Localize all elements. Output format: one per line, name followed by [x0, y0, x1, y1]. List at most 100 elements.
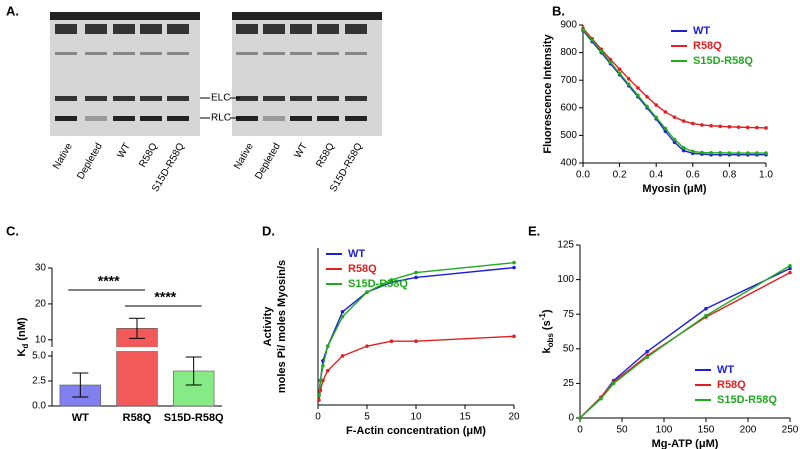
panel-label: D.: [262, 223, 275, 238]
data-point: [599, 396, 603, 401]
y-tick-label: 20: [35, 299, 47, 310]
data-point: [718, 124, 723, 129]
label-part: obs: [546, 333, 555, 348]
gel-band: [290, 116, 312, 121]
data-point: [326, 344, 330, 348]
gel-band: [167, 96, 189, 101]
data-point: [389, 278, 394, 282]
y-axis-title: Activity: [262, 306, 274, 347]
data-point: [764, 151, 768, 155]
data-point: [736, 151, 741, 155]
data-point: [317, 393, 321, 397]
data-point: [617, 67, 622, 71]
gel-band: [55, 116, 77, 121]
y-tick-label: 10: [35, 334, 47, 345]
gel-band: [55, 96, 77, 101]
gel-band: [317, 24, 339, 34]
bar: [116, 328, 158, 407]
lane-label: WT: [116, 141, 133, 160]
x-tick-label: 50: [616, 425, 628, 436]
x-tick-label: 150: [698, 425, 715, 436]
gel-band: [167, 24, 189, 34]
data-point: [788, 266, 792, 271]
gel-band: [236, 24, 258, 34]
lane-label: R58Q: [314, 141, 337, 169]
x-tick-label: 5: [364, 412, 370, 423]
label-part: d: [21, 344, 30, 349]
y-tick-label: 800: [560, 47, 577, 58]
data-point: [755, 125, 759, 130]
data-point: [718, 150, 723, 155]
data-point: [512, 265, 516, 270]
data-point: [727, 125, 732, 129]
data-point: [663, 126, 668, 131]
data-point: [317, 398, 321, 402]
y-axis-title: Kd (nM): [16, 317, 30, 356]
gel-band: [85, 52, 107, 55]
label-part: ): [541, 309, 553, 313]
y-tick-label: 0: [568, 413, 574, 424]
panel-label: A.: [6, 3, 19, 18]
y-tick-label: 125: [557, 240, 574, 251]
label-part: (nM): [16, 317, 28, 344]
data-point: [745, 125, 750, 130]
label-part: K: [16, 349, 28, 357]
data-point: [700, 123, 704, 127]
gel-band: [263, 24, 285, 34]
data-point: [599, 49, 604, 54]
data-point: [318, 378, 323, 383]
series-line: [318, 335, 515, 401]
data-point: [691, 149, 695, 154]
data-point: [681, 148, 686, 153]
data-point: [578, 416, 582, 420]
panel-label: B.: [552, 3, 565, 18]
x-tick-label: R58Q: [123, 412, 152, 424]
data-point: [414, 339, 418, 344]
y-tick-label: 600: [560, 102, 577, 113]
series-line: [582, 27, 767, 129]
y-tick-label: 400: [560, 158, 577, 169]
data-point: [636, 93, 640, 98]
gel-band: [263, 52, 285, 55]
x-tick-label: S15D-R58Q: [164, 412, 224, 424]
gel-band: [236, 52, 258, 55]
y-axis-title: kobs (s-1): [538, 309, 555, 353]
y-tick-label: 25: [563, 378, 575, 389]
gel-top: [232, 12, 382, 20]
gel-band: [85, 96, 107, 101]
data-point: [645, 355, 649, 359]
data-point: [365, 290, 369, 294]
x-tick-label: 0.4: [649, 170, 663, 181]
data-point: [626, 82, 631, 87]
gel-top: [50, 12, 200, 20]
x-tick-label: 200: [740, 425, 757, 436]
lane-label: Native: [232, 141, 256, 171]
label-part: (s: [541, 320, 553, 333]
data-point: [654, 115, 658, 120]
legend-label: S15D-R58Q: [717, 394, 777, 406]
data-point: [654, 103, 658, 107]
legend-label: R58Q: [717, 379, 746, 391]
label-part: k: [541, 347, 553, 354]
data-point: [340, 309, 345, 314]
data-point: [645, 104, 649, 109]
data-point: [788, 270, 792, 275]
data-point: [727, 151, 732, 155]
x-tick-label: 0.0: [576, 170, 590, 181]
lane-label: WT: [293, 141, 310, 160]
x-tick-label: 0.8: [722, 170, 736, 181]
gel-band: [167, 116, 189, 121]
data-point: [326, 368, 330, 373]
gel-band: [85, 116, 107, 121]
x-axis-title: F-Actin concentration (μM): [346, 425, 486, 437]
data-point: [581, 28, 585, 32]
lane-label: Depleted: [253, 141, 283, 181]
x-tick-label: WT: [72, 412, 89, 424]
gel-band: [113, 24, 135, 34]
data-point: [636, 86, 640, 90]
gel-band: [55, 52, 77, 55]
data-point: [681, 146, 686, 150]
gel-band: [317, 52, 339, 55]
gel-band: [290, 24, 312, 34]
